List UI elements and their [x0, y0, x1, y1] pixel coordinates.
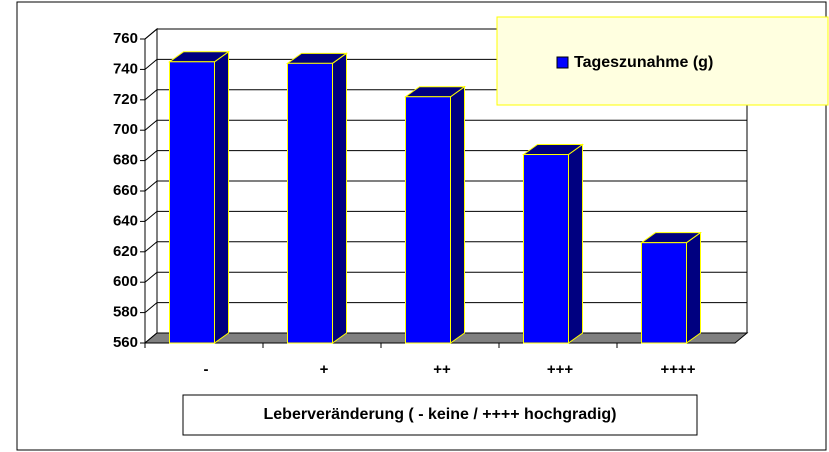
legend-label: Tageszunahme (g)	[574, 54, 713, 71]
bar	[167, 50, 231, 344]
bar-side	[568, 143, 583, 344]
x-tick-label: ++++	[660, 361, 695, 378]
y-tick-label: 700	[113, 121, 138, 138]
bar	[521, 143, 585, 344]
bar-side	[450, 85, 465, 344]
legend-box	[496, 16, 829, 106]
bar-front	[287, 62, 333, 344]
y-tick-label: 580	[113, 304, 138, 321]
legend-swatch	[556, 56, 569, 69]
x-tick-label: +	[320, 361, 329, 378]
x-tick-label: ++	[433, 361, 451, 378]
x-axis-title: Leberveränderung ( - keine / ++++ hochgr…	[264, 406, 617, 423]
y-tick-label: 560	[113, 334, 138, 351]
y-tick-label: 600	[113, 273, 138, 290]
bar-front	[405, 96, 451, 344]
bar-front	[641, 242, 687, 344]
y-tick-label: 680	[113, 152, 138, 169]
bar	[639, 231, 703, 344]
bar-side	[686, 231, 701, 344]
y-tick-label: 620	[113, 243, 138, 260]
y-tick-label: 720	[113, 91, 138, 108]
y-tick-label: 640	[113, 212, 138, 229]
x-title-box	[182, 394, 698, 436]
bar	[403, 85, 467, 344]
x-tick-label: +++	[547, 361, 574, 378]
bar-side	[332, 52, 347, 344]
x-tick-label: -	[204, 361, 209, 378]
bar-front	[169, 61, 215, 344]
y-tick-label: 740	[113, 60, 138, 77]
y-tick-label: 660	[113, 182, 138, 199]
y-tick-label: 760	[113, 30, 138, 47]
grid-line	[144, 119, 747, 131]
bar-side	[214, 50, 229, 344]
bar-front	[523, 154, 569, 344]
bar	[285, 52, 349, 344]
